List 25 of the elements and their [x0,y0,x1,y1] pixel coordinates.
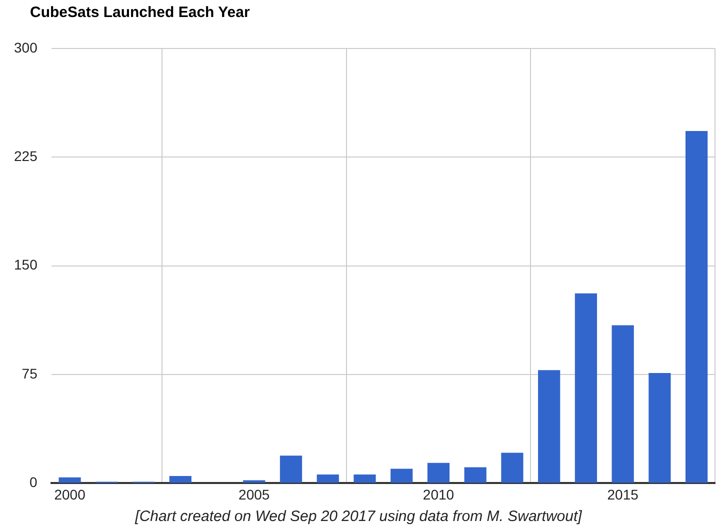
bar [427,462,450,483]
bar [354,474,376,483]
bar [464,467,486,483]
bar [538,370,560,483]
x-tick-label: 2005 [238,486,270,502]
bar [574,293,598,483]
bar [280,456,302,483]
y-tick-label: 75 [22,365,38,382]
x-tick-label: 2000 [54,486,86,502]
x-tick-label: 2015 [607,486,639,502]
y-tick-label: 300 [14,39,38,56]
bar [501,452,524,483]
bar [169,476,192,483]
bar [58,477,81,483]
bar [390,468,413,483]
x-tick-label: 2010 [422,486,454,502]
y-tick-label: 225 [14,148,38,164]
y-tick-label: 0 [30,474,38,490]
bar [686,131,708,483]
bar [316,474,339,483]
bar [648,373,671,483]
y-tick-label: 150 [14,256,38,273]
text: [Chart created on Wed Sep 20 2017 using data from M. Swartwout] [134,508,583,525]
bar [612,325,634,483]
chart-title: CubeSats Launched Each Year [30,4,250,21]
